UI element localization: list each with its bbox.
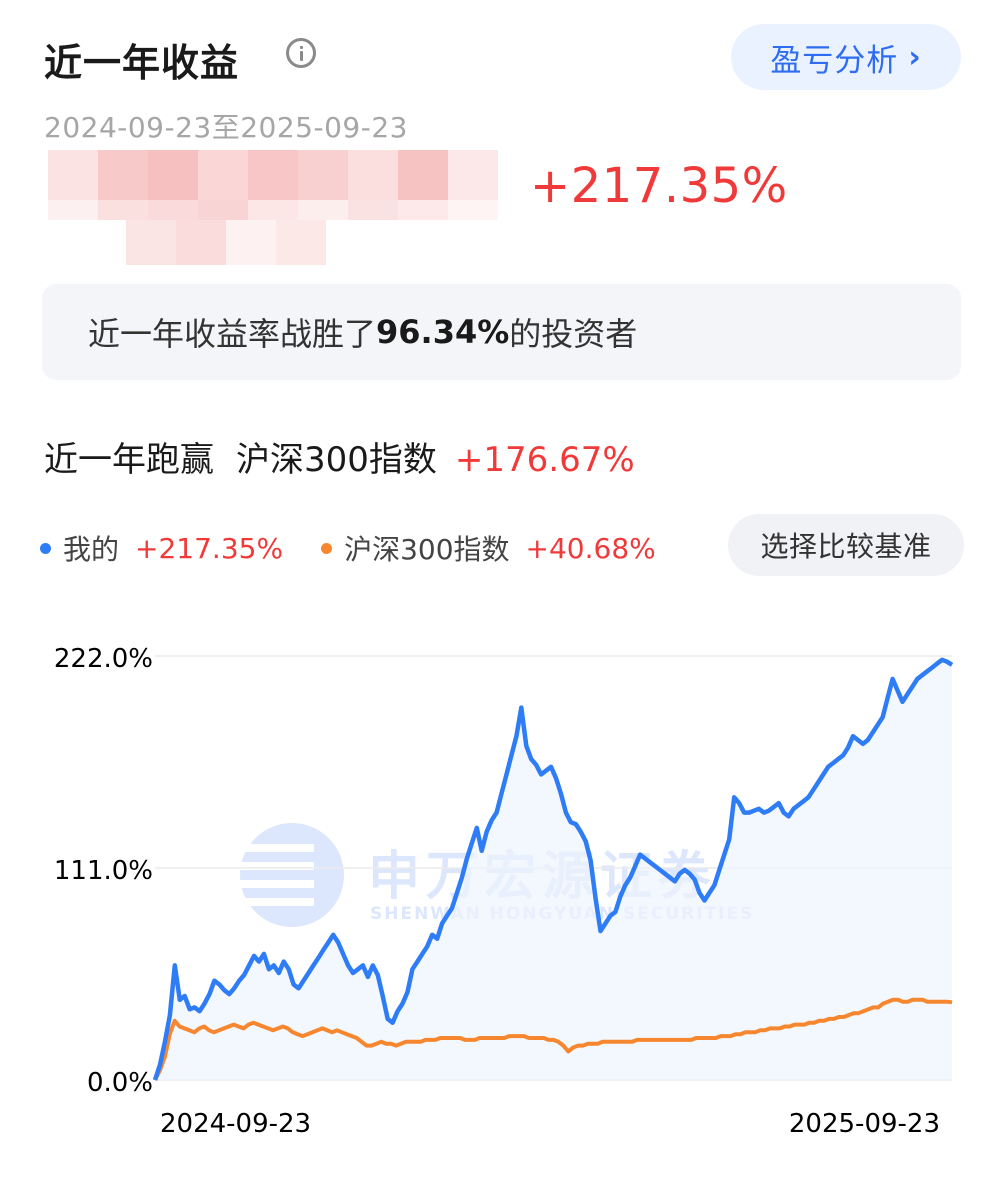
chevron-right-icon: › [908, 39, 922, 75]
legend-mine-label: 我的 [63, 533, 120, 566]
legend-bench-label: 沪深300指数 [344, 533, 510, 566]
profit-analysis-button[interactable]: 盈亏分析 › [731, 24, 961, 90]
series-line-benchmark [153, 997, 953, 1081]
legend-bench-value: +40.68% [525, 531, 656, 565]
orange-dot-icon [321, 542, 333, 554]
profit-analysis-label: 盈亏分析 [770, 42, 899, 79]
beat-suffix: 的投资者 [509, 315, 638, 353]
company-logo-icon [240, 823, 344, 927]
legend-mine: 我的 +217.35% [40, 528, 283, 568]
x-tick-label-end: 2025-09-23 [789, 1109, 940, 1139]
mine-area-fill [155, 659, 952, 1080]
y-tick-label: 111.0% [54, 856, 153, 886]
outperform-benchmark: 沪深300指数 [236, 440, 437, 480]
beat-investors-banner: 近一年收益率战胜了 96.34% 的投资者 [42, 284, 961, 380]
legend-mine-value: +217.35% [135, 531, 284, 565]
outperform-label: 近一年跑赢 [44, 440, 214, 480]
blue-dot-icon [40, 542, 51, 554]
date-range: 2024-09-23至2025-09-23 [44, 111, 408, 144]
y-tick-label: 222.0% [54, 644, 153, 674]
page-title: 近一年收益 [44, 41, 240, 85]
beat-value: 96.34% [376, 313, 510, 351]
beat-prefix: 近一年收益率战胜了 [88, 315, 377, 353]
outperform-summary: 近一年跑赢 沪深300指数 +176.67% [44, 432, 635, 481]
legend-benchmark: 沪深300指数 +40.68% [321, 528, 656, 568]
info-icon[interactable] [286, 38, 316, 68]
select-benchmark-button[interactable]: 选择比较基准 [728, 514, 964, 576]
return-percentage: +217.35% [530, 158, 788, 214]
x-tick-label-start: 2024-09-23 [160, 1109, 311, 1139]
masked-amount [48, 150, 498, 265]
outperform-value: +176.67% [454, 440, 635, 480]
chart-legend: 我的 +217.35% 沪深300指数 +40.68% [40, 528, 656, 568]
series-line-mine [152, 657, 954, 1081]
y-tick-label: 0.0% [87, 1068, 153, 1098]
